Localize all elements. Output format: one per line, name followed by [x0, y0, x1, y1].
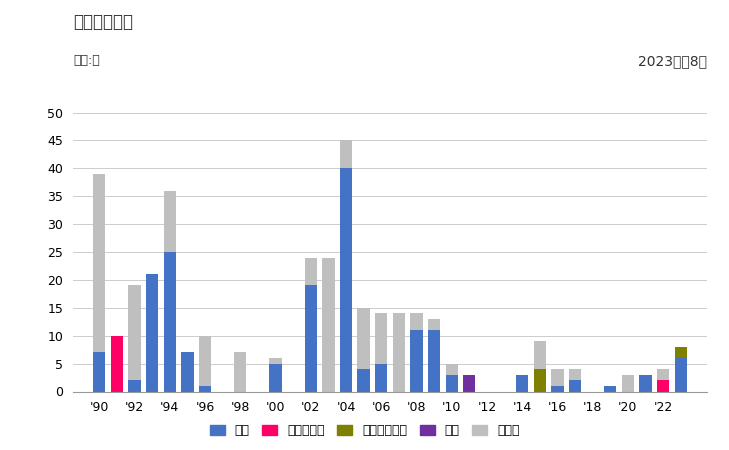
Bar — [305, 285, 317, 392]
Bar — [428, 319, 440, 330]
Bar — [182, 352, 194, 392]
Bar — [322, 257, 335, 392]
Bar — [622, 375, 634, 392]
Bar — [428, 330, 440, 392]
Bar — [534, 341, 546, 369]
Bar — [234, 352, 246, 392]
Bar — [445, 364, 458, 375]
Text: 輸出量の推移: 輸出量の推移 — [73, 14, 133, 32]
Bar — [534, 369, 546, 392]
Bar — [674, 347, 687, 358]
Bar — [375, 313, 387, 364]
Bar — [305, 257, 317, 285]
Bar — [674, 358, 687, 392]
Bar — [111, 336, 123, 392]
Bar — [357, 308, 370, 369]
Bar — [269, 358, 281, 364]
Bar — [93, 174, 106, 352]
Bar — [604, 386, 617, 391]
Bar — [516, 375, 529, 392]
Bar — [199, 336, 211, 386]
Bar — [163, 252, 176, 392]
Bar — [410, 313, 423, 330]
Bar — [445, 375, 458, 392]
Bar — [269, 364, 281, 392]
Bar — [340, 168, 352, 392]
Bar — [146, 274, 158, 392]
Bar — [463, 375, 475, 392]
Bar — [340, 140, 352, 168]
Bar — [128, 380, 141, 392]
Bar — [375, 364, 387, 392]
Bar — [128, 285, 141, 380]
Bar — [657, 380, 669, 392]
Bar — [551, 369, 564, 386]
Bar — [551, 386, 564, 391]
Bar — [657, 369, 669, 380]
Bar — [639, 375, 652, 392]
Bar — [569, 369, 581, 380]
Bar — [410, 330, 423, 392]
Text: 単位:両: 単位:両 — [73, 54, 100, 67]
Text: 2023年：8両: 2023年：8両 — [638, 54, 707, 68]
Bar — [199, 386, 211, 391]
Bar — [569, 380, 581, 392]
Bar — [163, 191, 176, 252]
Bar — [357, 369, 370, 392]
Legend: 台湾, フィリピン, インドネシア, 米国, その他: 台湾, フィリピン, インドネシア, 米国, その他 — [203, 418, 526, 444]
Bar — [93, 352, 106, 392]
Bar — [393, 313, 405, 392]
